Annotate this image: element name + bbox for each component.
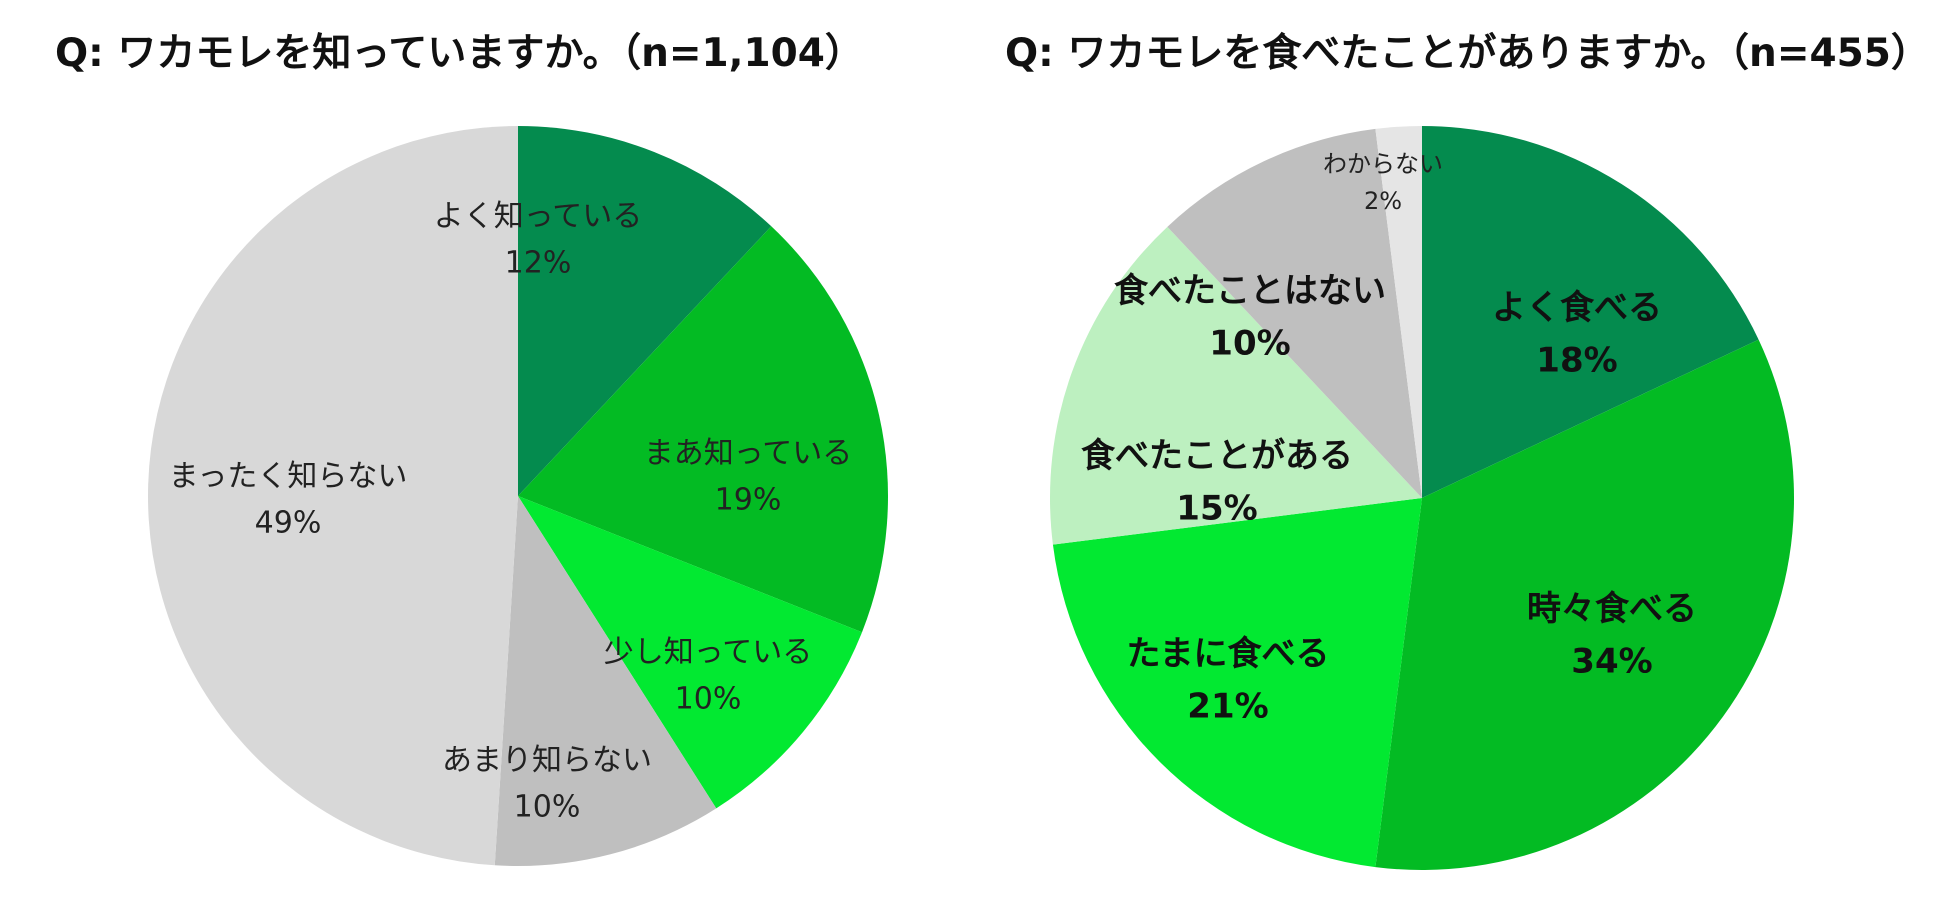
slice-value-label: 10% — [1209, 324, 1290, 364]
pie-slice — [1375, 339, 1795, 871]
slice-label: 食べたことがある — [1081, 436, 1353, 476]
slice-label: 少し知っている — [604, 635, 813, 670]
slice-value-label: 10% — [514, 790, 581, 825]
slice-label: まあ知っている — [644, 436, 853, 471]
pie-slice — [518, 496, 863, 809]
pie-slice — [494, 496, 717, 867]
slice-value-label: 2% — [1364, 187, 1402, 215]
pie-slice — [1167, 128, 1422, 498]
slice-label: たまに食べる — [1127, 634, 1330, 674]
pie-slice — [518, 126, 772, 496]
chart-title-awareness: Q: ワカモレを知っていますか。（n=1,104） — [55, 31, 864, 76]
pie-slice — [518, 226, 889, 633]
slice-label: まったく知らない — [169, 459, 408, 494]
slice-label: よく知っている — [434, 199, 643, 234]
pie-chart-eaten: よく食べる 18% 時々食べる 34% たまに食べる 21% 食べたことがある 15% 食べたこ… — [1049, 126, 1795, 871]
slice-value-label: 10% — [675, 682, 742, 717]
slice-label: 食べたことはない — [1114, 271, 1386, 311]
slice-value-label: 49% — [255, 506, 322, 541]
slice-value-label: 12% — [505, 246, 572, 281]
pie-slice — [1422, 126, 1759, 498]
slice-value-label: 18% — [1536, 341, 1617, 381]
slice-value-label: 21% — [1187, 687, 1268, 727]
slice-label: わからない — [1323, 150, 1443, 178]
pie-slice — [1052, 498, 1422, 868]
slice-value-label: 15% — [1176, 489, 1257, 529]
pie-slice — [148, 126, 518, 866]
slice-label: あまり知らない — [442, 743, 652, 778]
slice-label: 時々食べる — [1527, 589, 1697, 629]
slice-label: よく食べる — [1492, 288, 1662, 328]
slice-value-label: 19% — [715, 483, 782, 518]
slice-value-label: 34% — [1571, 642, 1652, 682]
pie-slice — [1375, 126, 1422, 498]
pie-chart-awareness: よく知っている 12% まあ知っている 19% 少し知っている 10% あまり知らない 10%… — [148, 126, 889, 867]
chart-title-eaten: Q: ワカモレを食べたことがありますか。（n=455） — [1005, 31, 1930, 76]
pie-slice — [1049, 226, 1422, 545]
